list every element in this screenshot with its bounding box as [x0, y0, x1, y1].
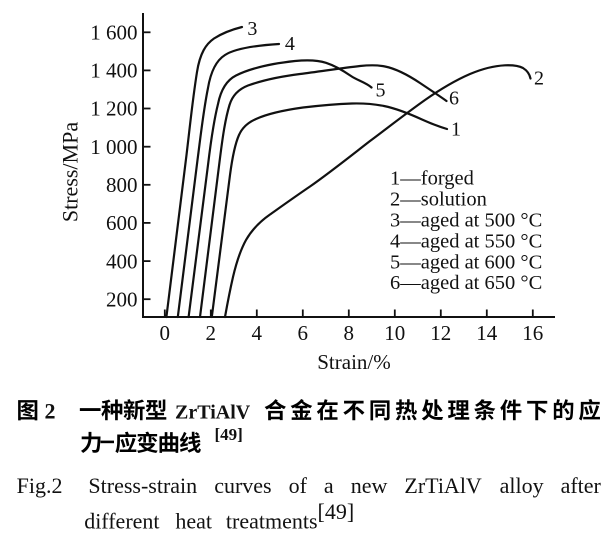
svg-text:[49]: [49]: [215, 425, 243, 444]
svg-text:5: 5: [376, 80, 386, 102]
svg-text:4—aged at 550 °C: 4—aged at 550 °C: [390, 230, 542, 252]
svg-text:8: 8: [344, 321, 355, 345]
svg-text:new: new: [351, 473, 388, 498]
svg-text:a: a: [324, 473, 334, 498]
svg-text:3: 3: [247, 18, 257, 40]
svg-text:curves: curves: [214, 473, 271, 498]
svg-text:4: 4: [252, 321, 263, 345]
svg-text:400: 400: [106, 249, 138, 273]
svg-text:2: 2: [206, 321, 217, 345]
svg-text:5—aged at 600 °C: 5—aged at 600 °C: [390, 251, 542, 273]
svg-text:3—aged at 500 °C: 3—aged at 500 °C: [390, 210, 542, 232]
svg-text:800: 800: [106, 173, 138, 197]
svg-text:different: different: [84, 509, 159, 534]
svg-text:ZrTiAlV: ZrTiAlV: [404, 473, 482, 498]
svg-text:16: 16: [522, 321, 543, 345]
svg-text:2—solution: 2—solution: [390, 189, 487, 211]
svg-text:14: 14: [476, 321, 498, 345]
svg-text:600: 600: [106, 211, 138, 235]
svg-text:6: 6: [449, 88, 459, 110]
svg-text:1 000: 1 000: [90, 135, 137, 159]
svg-text:10: 10: [384, 321, 405, 345]
svg-text:after: after: [561, 473, 602, 498]
svg-text:12: 12: [430, 321, 451, 345]
svg-text:Strain/%: Strain/%: [317, 350, 391, 374]
svg-text:6—aged at 650 °C: 6—aged at 650 °C: [390, 272, 542, 294]
svg-text:6: 6: [298, 321, 309, 345]
svg-text:1: 1: [451, 119, 461, 141]
svg-text:alloy: alloy: [500, 473, 544, 498]
svg-text:ZrTiAlV: ZrTiAlV: [175, 401, 251, 423]
svg-text:200: 200: [106, 287, 138, 311]
svg-text:Fig.2: Fig.2: [17, 473, 63, 498]
svg-text:[49]: [49]: [318, 499, 355, 524]
svg-text:2: 2: [534, 68, 544, 90]
svg-text:4: 4: [285, 33, 295, 55]
svg-text:of: of: [289, 473, 308, 498]
svg-text:1 200: 1 200: [90, 97, 137, 121]
svg-text:heat: heat: [175, 509, 212, 534]
svg-text:treatments: treatments: [226, 509, 318, 534]
svg-text:2: 2: [45, 398, 56, 423]
svg-text:0: 0: [160, 321, 171, 345]
svg-text:Stress-strain: Stress-strain: [88, 473, 197, 498]
svg-text:1 400: 1 400: [90, 59, 137, 83]
svg-text:1 600: 1 600: [90, 21, 137, 45]
svg-text:1—forged: 1—forged: [390, 168, 474, 190]
svg-text:Stress/MPa: Stress/MPa: [58, 122, 83, 222]
